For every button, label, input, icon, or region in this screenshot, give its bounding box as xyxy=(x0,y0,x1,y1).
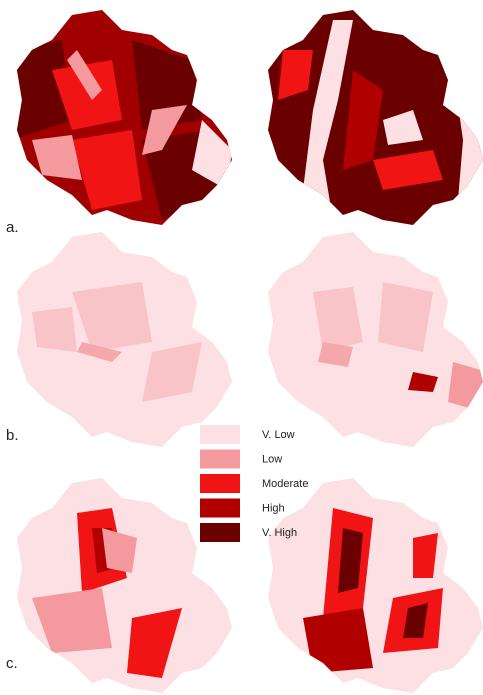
panel-label: c. xyxy=(6,655,18,672)
legend-swatch xyxy=(200,523,240,542)
map-c-left xyxy=(17,478,232,693)
legend-label: Moderate xyxy=(262,478,308,490)
map-c-right xyxy=(268,478,483,693)
legend-swatch xyxy=(200,499,240,518)
legend-label: High xyxy=(262,502,285,514)
map-b-right xyxy=(268,232,483,447)
figure: a. b. c. V. Low Low Moderate High V. High xyxy=(0,0,483,695)
legend-swatch xyxy=(200,450,240,469)
panel-label: a. xyxy=(6,219,19,236)
legend-label: Low xyxy=(262,453,282,465)
map-a-left xyxy=(12,10,232,225)
panel-labels: a. b. c. xyxy=(6,219,19,672)
legend-swatch xyxy=(200,425,240,444)
panel-label: b. xyxy=(6,427,19,444)
map-a-right xyxy=(268,10,483,225)
legend-label: V. High xyxy=(262,527,297,539)
map-b-left xyxy=(17,232,232,447)
legend-label: V. Low xyxy=(262,429,295,441)
legend-swatch xyxy=(200,474,240,493)
page: {"panels": [{"label": "a."}, {"label": "… xyxy=(0,0,483,695)
